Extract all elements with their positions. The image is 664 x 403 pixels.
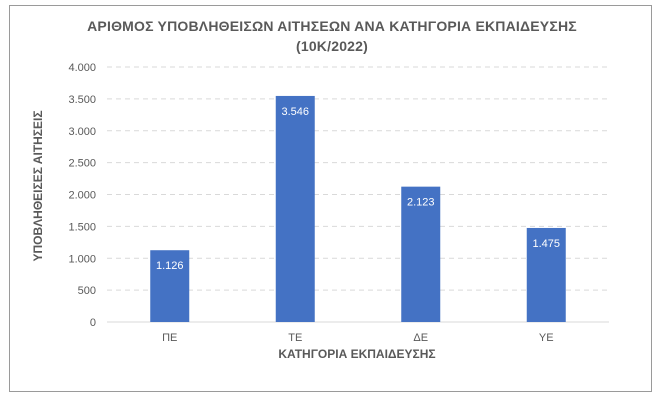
x-tick-label: ΤΕ xyxy=(288,332,302,344)
chart-frame xyxy=(9,5,652,392)
y-tick-label: 0 xyxy=(90,317,96,329)
y-tick-label: 1.500 xyxy=(68,221,96,233)
y-axis-title: ΥΠΟΒΛΗΘΕΙΣΕΣ ΑΙΤΗΣΕΙΣ xyxy=(31,110,45,261)
y-tick-label: 3.000 xyxy=(68,126,96,138)
y-axis-ticks: 0 500 1.000 1.500 2.000 2.500 3.000 3.500 4.000 xyxy=(68,62,96,329)
chart-subtitle: (10Κ/2022) xyxy=(295,38,369,54)
bar xyxy=(150,250,190,322)
y-tick-label: 500 xyxy=(78,285,96,297)
y-tick-label: 3.500 xyxy=(68,94,96,106)
bar xyxy=(275,95,315,322)
chart-title: ΑΡΙΘΜΟΣ ΥΠΟΒΛΗΘΕΙΣΩΝ ΑΙΤΗΣΕΩΝ ΑΝΑ ΚΑΤΗΓΟ… xyxy=(87,18,577,34)
y-tick-label: 2.000 xyxy=(68,190,96,202)
x-tick-label: ΠΕ xyxy=(162,332,177,344)
data-label: 2.123 xyxy=(407,197,435,209)
bar xyxy=(401,186,441,322)
x-axis-ticks: ΠΕ ΤΕ ΔΕ ΥΕ xyxy=(162,332,553,344)
data-label: 1.475 xyxy=(532,238,560,250)
bars: 1.126 3.546 2.123 1.475 xyxy=(150,95,566,322)
bar xyxy=(526,227,566,322)
y-tick-label: 4.000 xyxy=(68,62,96,74)
x-axis-title: ΚΑΤΗΓΟΡΙΑ ΕΚΠΑΙΔΕΥΣΗΣ xyxy=(278,347,435,361)
x-tick-label: ΔΕ xyxy=(413,332,428,344)
y-tick-label: 1.000 xyxy=(68,253,96,265)
gridlines xyxy=(107,66,609,323)
x-tick-label: ΥΕ xyxy=(539,332,554,344)
data-label: 1.126 xyxy=(156,260,184,272)
y-tick-label: 2.500 xyxy=(68,158,96,170)
data-label: 3.546 xyxy=(281,106,309,118)
